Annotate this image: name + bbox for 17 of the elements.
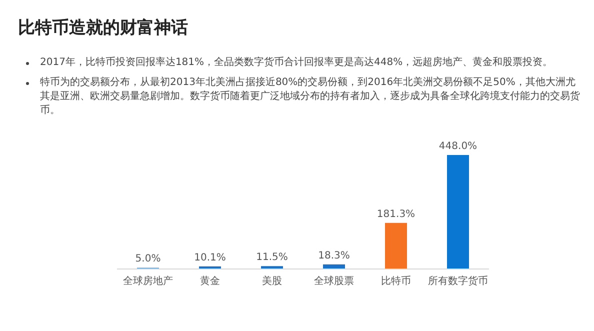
text: 2017年，比特币投资回报率达181%，全品类数字货币合计回报率更是高达448%，远超房地产、黄金和股票投资。 — [40, 57, 553, 68]
x-tick-label: 黄金 — [200, 275, 220, 288]
data-label: 5.0% — [135, 254, 161, 265]
x-tick-label: 美股 — [262, 275, 282, 288]
bar — [385, 222, 407, 269]
data-label: 18.3% — [318, 250, 350, 262]
data-label: 10.1% — [194, 252, 226, 264]
x-tick-label: 全球股票 — [314, 275, 354, 288]
data-label: 448.0% — [438, 141, 478, 152]
x-tick-label: 全球房地产 — [123, 275, 173, 288]
data-label: 181.3% — [376, 208, 416, 220]
data-label: 11.5% — [256, 252, 288, 264]
x-tick-label: 所有数字货币 — [428, 275, 488, 288]
x-tick-label: 比特币 — [381, 275, 411, 288]
bar — [447, 155, 469, 269]
text: 特币为的交易额分布，从最初2013年北美洲占据接近80%的交易份额，到2016年北美洲交易份额不足50%，其他大洲尤其是亚洲、欧洲交易量急剧增加。数字货币随着更广泛地域分布的持有者加入，逐步成为具备全球化跨境支付能力的交易货币。 — [40, 77, 580, 116]
chart-title: 比特币造就的财富神话 — [18, 17, 188, 39]
